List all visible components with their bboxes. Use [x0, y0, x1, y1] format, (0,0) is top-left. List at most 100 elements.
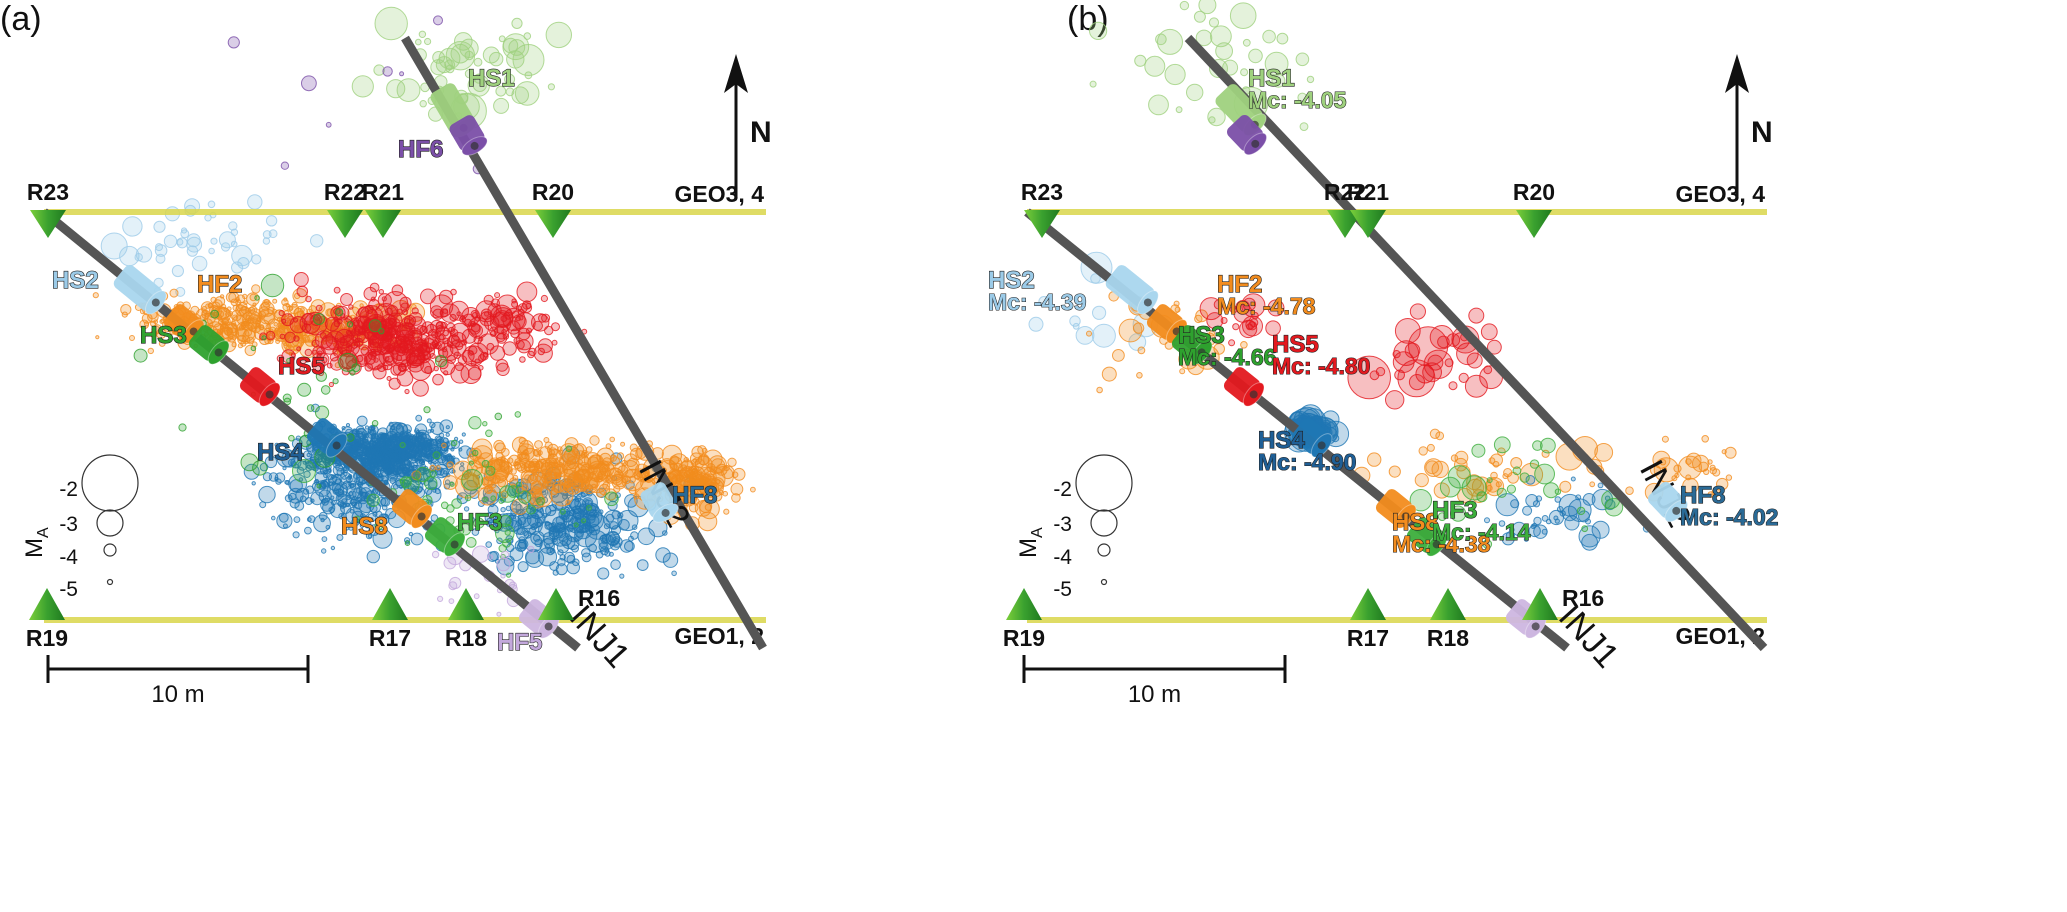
seismic-event [271, 515, 276, 521]
north-label: N [1751, 116, 1773, 149]
seismic-event [1242, 38, 1251, 47]
seismic-event [399, 460, 406, 466]
seismic-event [535, 475, 542, 482]
seismic-event [240, 453, 259, 472]
seismic-event [549, 453, 555, 459]
seismic-event [210, 309, 220, 319]
seismic-event [120, 304, 132, 316]
seismic-event [325, 121, 332, 128]
seismic-event [380, 497, 389, 507]
seismic-event [261, 335, 267, 341]
seismic-event [338, 352, 358, 372]
seismic-event [557, 549, 564, 556]
seismic-event [404, 451, 411, 458]
seismic-event [395, 321, 401, 327]
seismic-event [544, 325, 554, 336]
seismic-event [604, 547, 610, 553]
seismic-event [368, 449, 374, 455]
seismic-event [611, 510, 621, 520]
seismic-event [429, 470, 437, 478]
seismic-event [1464, 374, 1488, 398]
seismic-event [461, 339, 468, 346]
seismic-event [413, 445, 419, 451]
seismic-event [498, 485, 517, 503]
seismic-event [495, 359, 509, 372]
station-label: R19 [1003, 625, 1045, 651]
seismic-event [153, 319, 159, 325]
seismic-event [516, 281, 538, 303]
seismic-event [207, 303, 213, 309]
seismic-event [95, 335, 100, 340]
seismic-event [251, 481, 256, 486]
legend-tick-label: -3 [59, 513, 78, 536]
seismic-event [455, 341, 464, 351]
seismic-event [429, 464, 436, 472]
legend-size-marker [1100, 578, 1108, 586]
seismic-event [370, 348, 377, 355]
seismic-event [1148, 94, 1169, 116]
seismic-event [1173, 300, 1180, 307]
scale-bar: 10 m [46, 655, 310, 708]
seismic-event [489, 51, 504, 67]
seismic-event [1712, 468, 1721, 477]
seismic-event [1418, 446, 1428, 456]
seismic-event [551, 322, 560, 332]
seismic-event [502, 341, 517, 356]
seismic-event [1385, 390, 1405, 410]
seismic-event [366, 549, 380, 564]
seismic-event [436, 341, 446, 351]
seismic-event [346, 433, 355, 442]
seismic-event [691, 445, 704, 459]
seismic-event [614, 470, 621, 478]
seismic-event [474, 315, 482, 322]
seismic-event [1240, 68, 1249, 77]
seismic-event [358, 451, 365, 457]
seismic-event [437, 595, 444, 603]
mc-label: Mc: -4.05 [1248, 87, 1347, 113]
seismic-event [586, 505, 592, 511]
scale-bar: 10 m [1022, 655, 1287, 708]
seismic-event [1685, 474, 1692, 481]
seismic-event [333, 286, 341, 294]
seismic-event [378, 328, 385, 335]
seismic-event [294, 501, 305, 511]
seismic-event [1086, 330, 1092, 337]
seismic-event [1246, 323, 1253, 331]
seismic-event [369, 426, 375, 432]
seismic-event [1112, 349, 1125, 362]
seismic-event [541, 313, 551, 323]
seismic-event [254, 295, 260, 301]
seismic-event [1533, 516, 1542, 526]
seismic-event [505, 505, 512, 512]
station-marker [1430, 588, 1466, 620]
seismic-event [255, 319, 261, 325]
seismic-event [186, 233, 201, 248]
seismic-event [220, 323, 227, 330]
seismic-event [442, 337, 450, 345]
seismic-event [247, 194, 263, 210]
seismic-event [622, 475, 632, 485]
seismic-event [1575, 494, 1582, 501]
seismic-event [247, 322, 258, 332]
seismic-event [538, 313, 547, 323]
seismic-event [306, 404, 315, 412]
legend-size-marker [96, 509, 124, 537]
seismic-event [299, 312, 321, 334]
mc-label: Mc: -4.80 [1272, 353, 1370, 379]
seismic-event [446, 461, 454, 469]
station-label: R19 [26, 625, 68, 651]
seismic-event [1725, 474, 1733, 481]
seismic-event [470, 324, 484, 337]
seismic-event [447, 453, 452, 458]
seismic-event [281, 318, 287, 324]
seismic-event [1397, 359, 1436, 398]
seismic-event [473, 57, 483, 67]
seismic-event [727, 457, 737, 467]
seismic-event [304, 526, 312, 535]
seismic-event [398, 466, 410, 479]
seismic-event [515, 315, 521, 322]
seismic-event [220, 242, 231, 252]
seismic-event [532, 522, 539, 529]
station-label: R16 [1562, 585, 1604, 611]
